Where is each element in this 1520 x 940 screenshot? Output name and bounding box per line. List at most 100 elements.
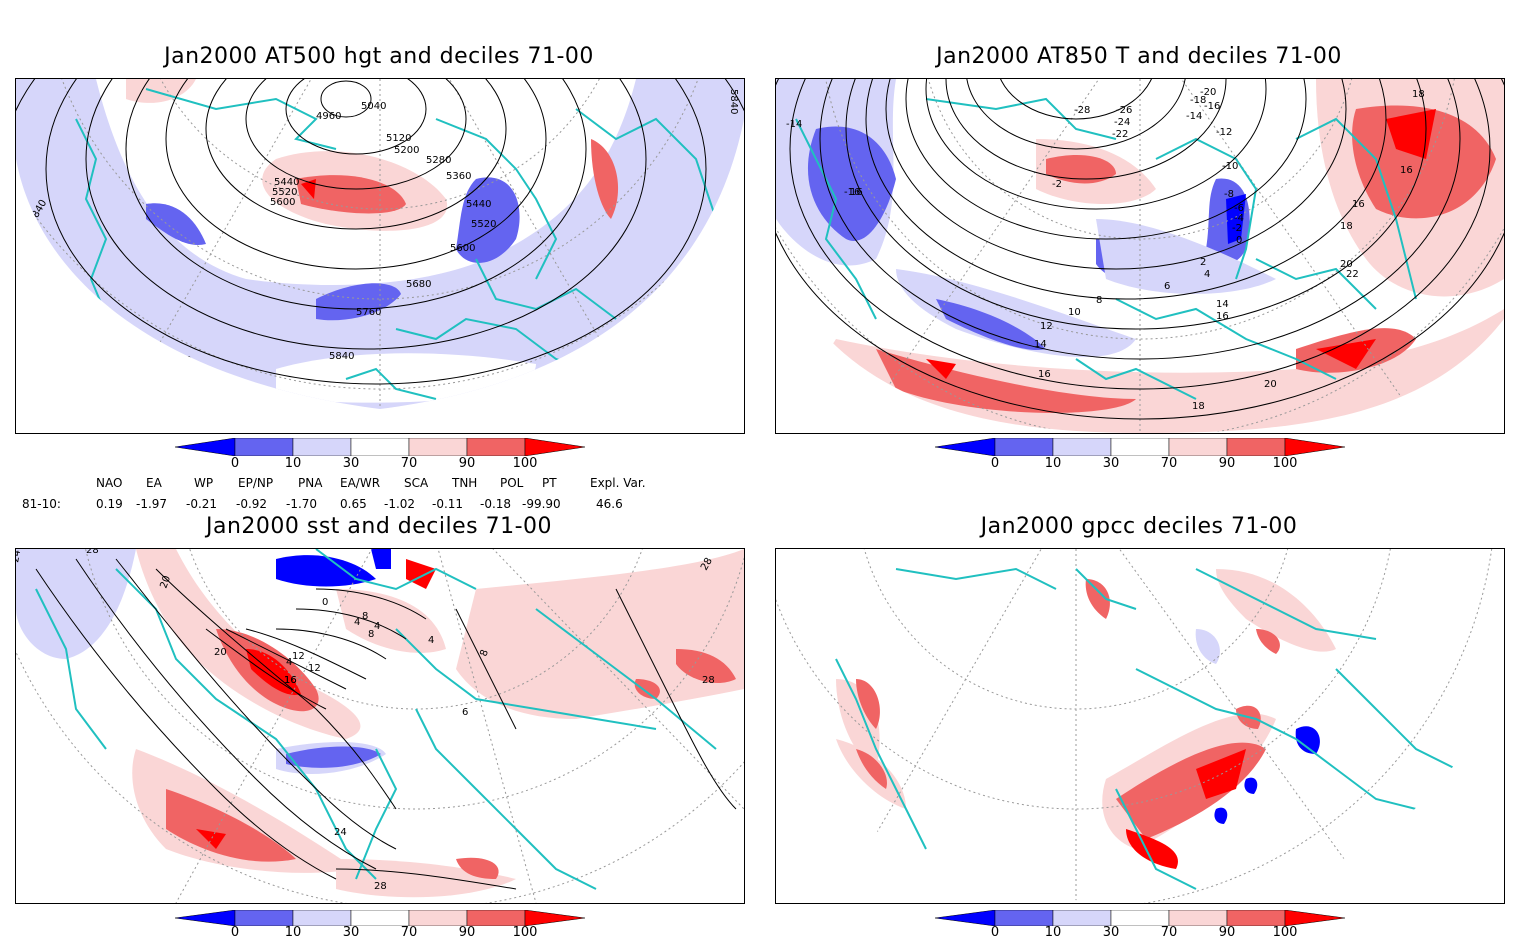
colorbar-swatches [174,437,586,457]
contour-label: 14 [1216,299,1229,310]
contour-label: 4 [354,617,360,628]
colorbar-tick: 100 [512,456,538,471]
coastlines [795,97,1417,400]
contour-label: -16 [844,187,860,198]
contour-label: 5840 [329,351,354,362]
contour-label: 12 [308,663,321,674]
contour-label: 16 [1352,199,1365,210]
decile-90-area [1046,154,1116,184]
tele-value: -1.70 [286,497,318,511]
contour-label: -10 [1222,161,1238,172]
decile-10-area [276,555,376,587]
tele-value: -1.02 [384,497,416,511]
colorbar-tick: 0 [990,456,1000,471]
contour-label: 5520 [272,187,297,198]
contour-label: 8 [362,611,368,622]
decile-10-area [936,299,1046,350]
decile-90-area [296,175,406,214]
colorbar-tick: 100 [1272,925,1298,940]
decile-90-area [591,139,619,219]
map-hgt-svg: 4960 5040 5120 5200 5280 5360 5440 5520 … [16,79,744,409]
decile-90-area [1256,629,1280,654]
contour-label: 20 [1264,379,1277,390]
colorbar-gpcc: 0 10 30 70 90 100 [934,909,1346,940]
contour-label: -26 [1116,105,1132,116]
contour-label: 4960 [316,111,341,122]
contour-label: 0 [322,597,328,608]
colorbar-tick: 0 [990,925,1000,940]
contour-label: 28 [374,881,387,892]
colorbar-tick: 30 [1102,925,1120,940]
decile-10-area [146,203,206,245]
decile-70-area [336,589,446,653]
tele-value: 0.65 [340,497,367,511]
contour-label: -2 [1052,179,1062,190]
decile-90-area [876,349,1136,413]
decile-10-area [1226,194,1246,244]
contour-label: 16 [850,187,863,198]
colorbar-swatches [174,909,586,927]
tele-header: PNA [298,476,323,490]
colorbar-tick: 100 [1272,456,1298,471]
decile-10-area [807,126,896,241]
colorbar-sst: 0 10 30 70 90 100 [174,909,586,940]
decile-90-area [676,649,736,684]
contour-label: 8 [368,629,374,640]
colorbar-tick: 90 [458,925,476,940]
graticule [776,549,1497,903]
decile-90-area [1386,109,1436,159]
colorbar-tick: 70 [1160,456,1178,471]
contour-label: 5200 [394,145,419,156]
contour-label: 14 [1034,339,1047,350]
contour-label: 6 [1164,281,1170,292]
tele-header: TNH [452,476,478,490]
decile-30-area [1195,629,1220,664]
colorbar-tick: 30 [342,456,360,471]
decile-90-area [856,679,880,729]
coastlines [835,567,1457,890]
contour-label: 16 [1400,165,1413,176]
contour-label: -2 [1232,223,1242,234]
contour-label: 18 [1340,221,1353,232]
contour-label: 0 [1236,235,1242,246]
contour-label: -14 [786,119,802,130]
contour-label: 5760 [356,307,381,318]
contour-label: 2 [1200,257,1206,268]
contour-label: 24 [16,549,23,563]
colorbar-tick: 10 [284,925,302,940]
height-contours [16,79,744,409]
colorbar-tick: 90 [1218,456,1236,471]
tele-value: -99.90 [522,497,561,511]
map-t850-svg: -14 -16 -28 -26 -24 -22 -20 -18 -16 -14 … [776,79,1504,433]
decile-70-area [126,79,196,103]
colorbar-tick: 70 [1160,925,1178,940]
decile-90-area [406,559,436,589]
tele-header: EP/NP [238,476,274,490]
map-gpcc-svg [776,549,1504,903]
decile-10-area [371,549,391,569]
decile-30-area [1096,219,1276,294]
colorbar-hgt: 0 10 30 70 90 100 [174,437,586,478]
contour-label: 5600 [270,197,295,208]
decile-90-area [856,749,887,789]
contour-label: 6 [462,707,468,718]
decile-90-area [166,789,296,862]
map-panel-t850: -14 -16 -28 -26 -24 -22 -20 -18 -16 -14 … [775,78,1505,434]
tele-value: -0.18 [480,497,512,511]
decile-90-area [246,649,301,695]
tele-value: -0.11 [432,497,464,511]
contour-label: -22 [1112,129,1128,140]
panel-title-gpcc: Jan2000 gpcc deciles 71-00 [980,514,1298,539]
contour-label: -6 [1234,203,1244,214]
decile-10-area [1214,807,1228,824]
contour-label: -20 [1200,87,1216,98]
map-panel-hgt: 4960 5040 5120 5200 5280 5360 5440 5520 … [15,78,745,434]
contour-label: 5040 [361,101,386,112]
tele-header: PT [542,476,557,490]
tele-header: Expl. Var. [590,476,646,490]
contour-label: 18 [1192,401,1205,412]
colorbar-tick: 30 [1102,456,1120,471]
colorbar-tick: 10 [1044,456,1062,471]
contour-label: 16 [284,675,297,686]
tele-header: WP [194,476,214,490]
